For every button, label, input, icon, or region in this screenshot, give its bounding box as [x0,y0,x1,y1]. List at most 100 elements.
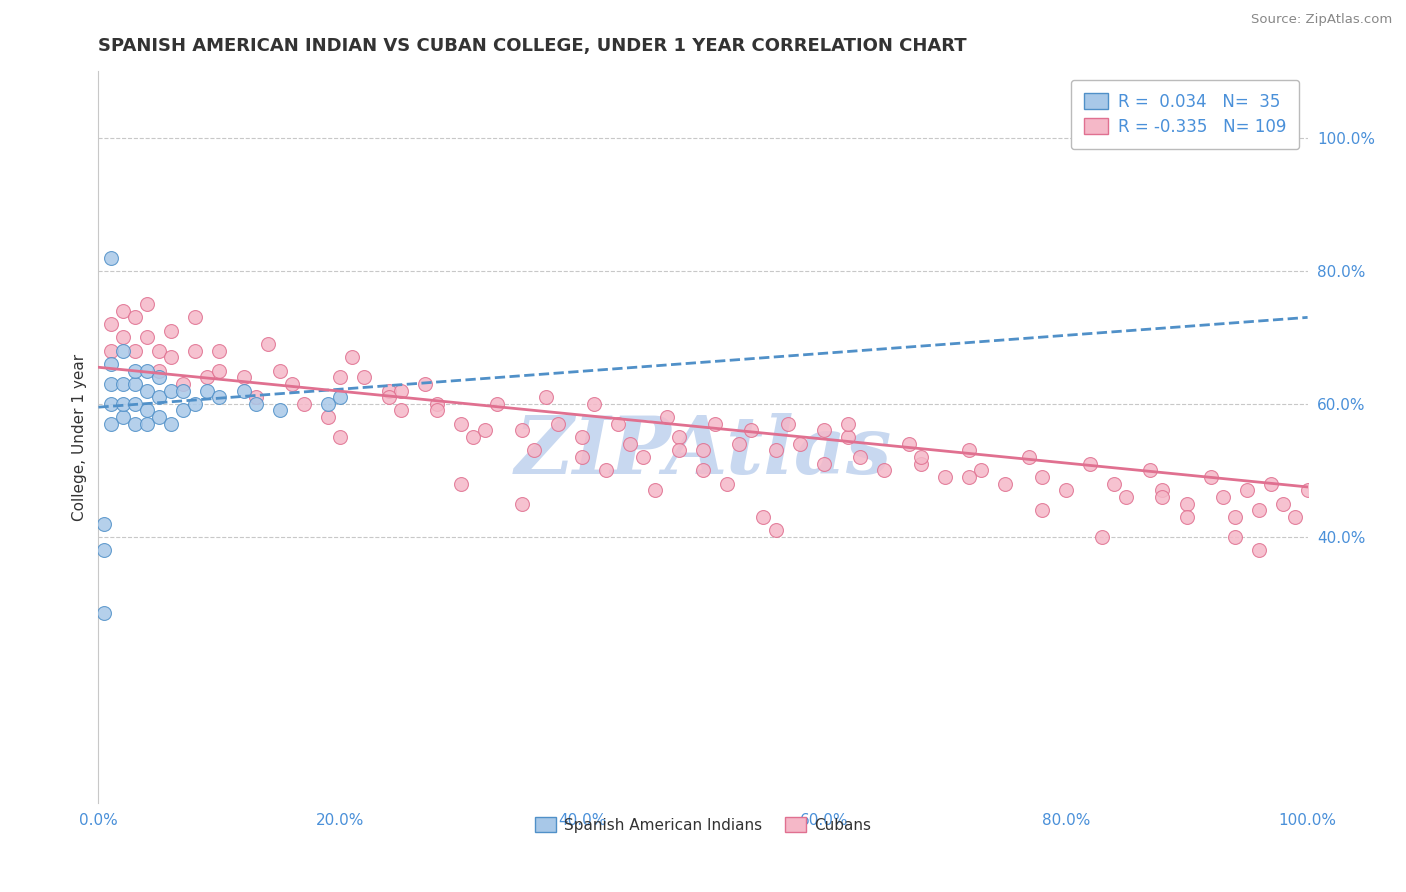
Point [100,343,122,358]
Point [1249,503,1271,517]
Text: Source: ZipAtlas.com: Source: ZipAtlas.com [1251,13,1392,27]
Point [837,417,859,431]
Point [450,417,472,431]
Point [463,430,485,444]
Point [1272,497,1295,511]
Point [111,330,134,344]
Point [776,417,799,431]
Point [135,297,157,311]
Point [765,443,787,458]
Point [1175,509,1198,524]
Point [1091,530,1114,544]
Point [160,351,183,365]
Point [124,343,146,358]
Point [655,410,678,425]
Point [172,403,194,417]
Point [1018,450,1040,464]
Point [1199,470,1222,484]
Point [245,397,267,411]
Point [837,430,859,444]
Point [160,324,183,338]
Point [135,417,157,431]
Point [704,417,727,431]
Point [692,443,714,458]
Point [1102,476,1125,491]
Legend: Spanish American Indians, Cubans: Spanish American Indians, Cubans [529,812,877,839]
Point [184,310,207,325]
Point [195,370,218,384]
Point [595,463,617,477]
Point [813,424,835,438]
Point [607,417,630,431]
Point [329,370,352,384]
Point [716,476,738,491]
Point [1152,483,1174,498]
Point [510,497,533,511]
Point [957,470,980,484]
Point [329,390,352,404]
Point [426,397,449,411]
Point [1152,490,1174,504]
Point [316,410,339,425]
Point [93,516,115,531]
Point [160,384,183,398]
Point [897,436,920,450]
Point [111,376,134,391]
Point [740,424,762,438]
Point [148,370,170,384]
Point [100,397,122,411]
Point [281,376,304,391]
Point [93,543,115,558]
Point [93,607,115,621]
Point [316,397,339,411]
Point [1236,483,1258,498]
Point [510,424,533,438]
Point [111,397,134,411]
Point [668,443,690,458]
Point [752,509,775,524]
Point [111,343,134,358]
Point [124,363,146,377]
Point [450,476,472,491]
Point [957,443,980,458]
Point [1054,483,1077,498]
Point [474,424,496,438]
Point [426,403,449,417]
Point [1031,503,1053,517]
Point [1115,490,1137,504]
Point [148,363,170,377]
Point [523,443,546,458]
Point [135,363,157,377]
Point [1175,497,1198,511]
Point [100,357,122,371]
Point [1139,463,1161,477]
Point [934,470,956,484]
Point [910,450,932,464]
Point [100,251,122,265]
Point [873,463,896,477]
Point [1284,509,1306,524]
Point [353,370,375,384]
Point [1249,543,1271,558]
Point [789,436,811,450]
Point [292,397,315,411]
Point [389,403,412,417]
Point [148,410,170,425]
Point [135,330,157,344]
Point [184,397,207,411]
Point [994,476,1017,491]
Point [813,457,835,471]
Point [184,343,207,358]
Text: SPANISH AMERICAN INDIAN VS CUBAN COLLEGE, UNDER 1 YEAR CORRELATION CHART: SPANISH AMERICAN INDIAN VS CUBAN COLLEGE… [98,37,967,54]
Point [172,376,194,391]
Point [728,436,751,450]
Point [195,384,218,398]
Point [232,370,254,384]
Point [232,384,254,398]
Point [148,390,170,404]
Point [547,417,569,431]
Point [269,403,291,417]
Point [329,430,352,444]
Text: ZIPAtlas: ZIPAtlas [515,413,891,491]
Point [849,450,872,464]
